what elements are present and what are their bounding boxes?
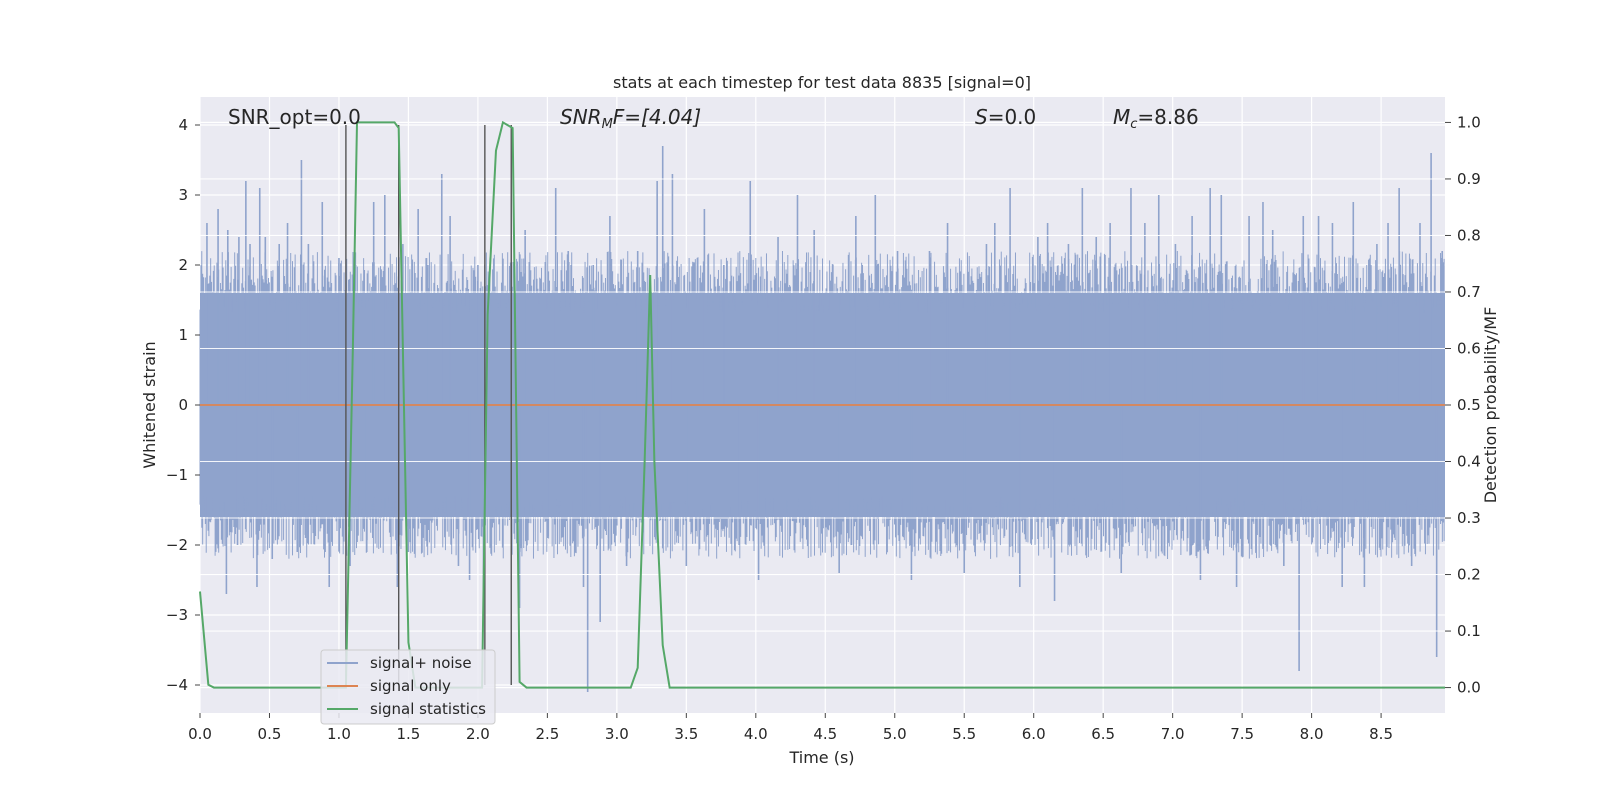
x-tick-label: 8.5 bbox=[1369, 725, 1393, 743]
vertical-markers bbox=[345, 125, 512, 685]
annotation-mc-sub: c bbox=[1130, 117, 1137, 132]
y-tick-label: 1 bbox=[178, 326, 188, 344]
y-tick-label: −4 bbox=[166, 676, 188, 694]
y-tick-label: 0 bbox=[178, 396, 188, 414]
y-axis-label: Whitened strain bbox=[140, 341, 159, 468]
x-axis-label: Time (s) bbox=[788, 748, 854, 767]
y2-tick-label: 0.6 bbox=[1457, 339, 1481, 357]
x-tick-label: 2.0 bbox=[466, 725, 490, 743]
legend: signal+ noise signal only signal statist… bbox=[320, 649, 496, 725]
annotation-snr-mf-rest: F=[4.04] bbox=[613, 105, 701, 129]
x-tick-label: 6.0 bbox=[1022, 725, 1046, 743]
annotation-mc: Mc=8.86 bbox=[1113, 105, 1199, 132]
signal-statistics-series bbox=[199, 120, 1445, 689]
y2-tick-label: 0.2 bbox=[1457, 566, 1481, 584]
annotation-snr-mf: SNRMF=[4.04] bbox=[560, 105, 701, 132]
legend-box bbox=[320, 649, 496, 725]
x-tick-label: 3.0 bbox=[605, 725, 629, 743]
x-tick-label: 6.5 bbox=[1091, 725, 1115, 743]
legend-label-signal-noise: signal+ noise bbox=[370, 654, 472, 672]
x-tick-label: 2.5 bbox=[535, 725, 559, 743]
y-tick-label: −3 bbox=[166, 606, 188, 624]
x-tick-label: 5.5 bbox=[952, 725, 976, 743]
y2-tick-label: 0.8 bbox=[1457, 226, 1481, 244]
x-tick-label: 0.0 bbox=[188, 725, 212, 743]
legend-label-signal-statistics: signal statistics bbox=[370, 700, 486, 718]
y2-tick-label: 0.4 bbox=[1457, 453, 1481, 471]
x-tick-label: 8.0 bbox=[1300, 725, 1324, 743]
y-tick-label: 2 bbox=[178, 256, 188, 274]
y2-tick-label: 0.3 bbox=[1457, 509, 1481, 527]
x-tick-label: 3.5 bbox=[674, 725, 698, 743]
y2-tick-labels: 0.0 0.1 0.2 0.3 0.4 0.5 0.6 0.7 0.8 0.9 1.0 bbox=[1445, 113, 1481, 697]
annotation-snr-mf-sub: M bbox=[602, 117, 613, 132]
annotation-snr-mf-main: SNR bbox=[560, 105, 602, 129]
y2-tick-label: 0.5 bbox=[1457, 396, 1481, 414]
y2-tick-label: 0.0 bbox=[1457, 679, 1481, 697]
y-tick-label: 4 bbox=[178, 116, 188, 134]
x-tick-label: 7.0 bbox=[1161, 725, 1185, 743]
y2-tick-label: 0.7 bbox=[1457, 283, 1481, 301]
y2-tick-label: 0.9 bbox=[1457, 170, 1481, 188]
x-tick-label: 7.5 bbox=[1230, 725, 1254, 743]
annotation-s-rest: =0.0 bbox=[988, 105, 1037, 129]
signal-statistics-line bbox=[199, 120, 1445, 689]
y-tick-labels: −4 −3 −2 −1 0 1 2 3 4 bbox=[166, 116, 200, 694]
x-tick-label: 1.0 bbox=[327, 725, 351, 743]
chart-title: stats at each timestep for test data 883… bbox=[613, 73, 1031, 92]
annotation-s: S=0.0 bbox=[975, 105, 1036, 129]
legend-label-signal-only: signal only bbox=[370, 677, 451, 695]
x-tick-labels: 0.0 0.5 1.0 1.5 2.0 2.5 3.0 3.5 4.0 4.5 5.0 5.5 6.0 6… bbox=[188, 713, 1393, 743]
y-tick-label: −2 bbox=[166, 536, 188, 554]
x-tick-label: 4.5 bbox=[813, 725, 837, 743]
y-tick-label: −1 bbox=[166, 466, 188, 484]
y2-tick-label: 0.1 bbox=[1457, 622, 1481, 640]
annotation-mc-main: M bbox=[1113, 105, 1130, 129]
x-tick-label: 5.0 bbox=[883, 725, 907, 743]
annotation-s-main: S bbox=[975, 105, 988, 129]
x-tick-label: 1.5 bbox=[396, 725, 420, 743]
x-tick-label: 0.5 bbox=[258, 725, 282, 743]
x-tick-label: 4.0 bbox=[744, 725, 768, 743]
y2-axis-label: Detection probability/MF bbox=[1481, 307, 1500, 504]
y2-tick-label: 1.0 bbox=[1457, 113, 1481, 131]
annotation-snr-opt: SNR_opt=0.0 bbox=[228, 105, 361, 129]
annotation-mc-rest: =8.86 bbox=[1137, 105, 1198, 129]
y-tick-label: 3 bbox=[178, 186, 188, 204]
